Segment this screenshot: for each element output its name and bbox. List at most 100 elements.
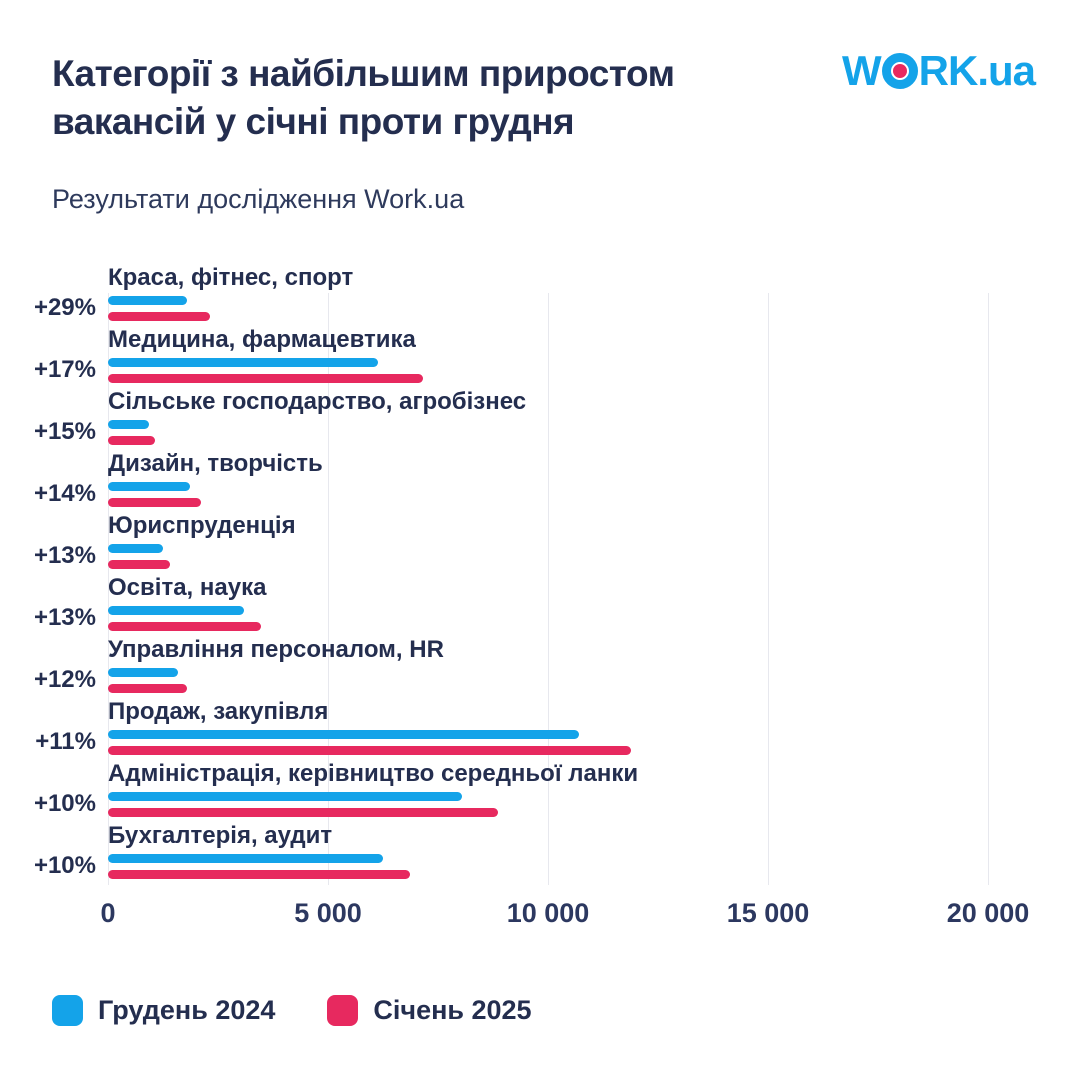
growth-label: +15% (33, 418, 96, 445)
x-axis-tick: 20 000 (946, 898, 1030, 928)
chart-row: Юриспруденція +13% (0, 511, 1080, 573)
growth-label: +13% (33, 542, 96, 569)
category-label: Бухгалтерія, аудит (108, 822, 333, 849)
gridline (108, 293, 109, 885)
title-block: Категорії з найбільшим приростом вакансі… (52, 50, 675, 215)
bar-january-2025 (108, 807, 498, 817)
bar-pair (108, 791, 1080, 817)
chart-row: Освіта, наука +13% (0, 573, 1080, 635)
category-label: Продаж, закупівля (108, 698, 329, 725)
legend-item: Грудень 2024 (52, 995, 275, 1026)
logo-o-dot-icon (892, 64, 907, 78)
bar-january-2025 (108, 621, 262, 631)
growth-label: +14% (33, 480, 96, 507)
x-axis-tick: 15 000 (726, 898, 810, 928)
bar-pair (108, 481, 1080, 507)
page-title-line2: вакансій у січні проти грудня (52, 101, 575, 142)
bar-january-2025 (108, 373, 424, 383)
chart-row: Дизайн, творчість +14% (0, 449, 1080, 511)
bar-area: +29% (0, 293, 1080, 323)
chart-row: Управління персоналом, HR +12% (0, 635, 1080, 697)
legend-swatch (327, 995, 359, 1026)
bar-area: +14% (0, 479, 1080, 509)
bar-december-2024 (108, 605, 244, 615)
bar-december-2024 (108, 419, 149, 429)
chart-row: Продаж, закупівля +11% (0, 697, 1080, 759)
bar-december-2024 (108, 295, 188, 305)
bar-january-2025 (108, 869, 411, 879)
bar-december-2024 (108, 481, 190, 491)
x-axis-tick: 10 000 (506, 898, 590, 928)
page-title: Категорії з найбільшим приростом вакансі… (52, 50, 675, 146)
bar-pair (108, 295, 1080, 321)
category-label: Краса, фітнес, спорт (108, 264, 354, 291)
growth-label: +17% (33, 356, 96, 383)
bar-january-2025 (108, 559, 170, 569)
chart-row: Медицина, фармацевтика +17% (0, 325, 1080, 387)
bar-pair (108, 419, 1080, 445)
chart-row: Бухгалтерія, аудит +10% (0, 821, 1080, 883)
gridlines (0, 293, 1080, 885)
bar-january-2025 (108, 683, 187, 693)
category-label: Освіта, наука (108, 574, 267, 601)
bar-december-2024 (108, 357, 378, 367)
bar-area: +17% (0, 355, 1080, 385)
bar-chart: Краса, фітнес, спорт +29% Медицина, фармац… (0, 263, 1080, 885)
bar-area: +11% (0, 727, 1080, 757)
page-title-line1: Категорії з найбільшим приростом (52, 53, 675, 94)
growth-label: +11% (35, 728, 96, 755)
bar-pair (108, 543, 1080, 569)
chart-rows: Краса, фітнес, спорт +29% Медицина, фармац… (0, 263, 1080, 883)
chart-row: Адміністрація, керівництво середньої лан… (0, 759, 1080, 821)
growth-label: +13% (33, 604, 96, 631)
gridline (548, 293, 549, 885)
legend: Грудень 2024 Січень 2025 (52, 995, 532, 1026)
bar-december-2024 (108, 791, 463, 801)
bar-pair (108, 357, 1080, 383)
growth-label: +29% (33, 294, 96, 321)
gridline (328, 293, 329, 885)
x-axis: 0 5 000 10 000 15 000 20 000 (0, 898, 1080, 938)
bar-area: +13% (0, 603, 1080, 633)
category-label: Сільське господарство, агробізнес (108, 388, 527, 415)
x-axis-tick: 0 (100, 898, 116, 928)
workua-logo: W RK .ua (841, 47, 1036, 94)
growth-label: +10% (33, 852, 96, 879)
bar-december-2024 (108, 543, 163, 553)
bar-january-2025 (108, 311, 211, 321)
chart-row: Сільське господарство, агробізнес +15% (0, 387, 1080, 449)
legend-label: Січень 2025 (373, 995, 532, 1025)
category-label: Медицина, фармацевтика (108, 326, 416, 353)
header: Категорії з найбільшим приростом вакансі… (52, 47, 1036, 215)
logo-o-icon (881, 53, 918, 89)
bar-january-2025 (108, 435, 156, 445)
bar-pair (108, 667, 1080, 693)
bar-january-2025 (108, 497, 202, 507)
x-axis-tick: 5 000 (294, 898, 362, 928)
category-label: Юриспруденція (108, 512, 296, 539)
logo-text-w: W (841, 47, 882, 94)
legend-item: Січень 2025 (327, 995, 532, 1026)
legend-swatch (52, 995, 83, 1026)
bar-pair (108, 853, 1080, 879)
bar-pair (108, 605, 1080, 631)
bar-area: +12% (0, 665, 1080, 695)
logo-text-ua: .ua (977, 47, 1036, 94)
bar-december-2024 (108, 853, 383, 863)
logo-text-rk: RK (918, 47, 979, 94)
chart-row: Краса, фітнес, спорт +29% (0, 263, 1080, 325)
bar-area: +15% (0, 417, 1080, 447)
bar-december-2024 (108, 729, 579, 739)
category-label: Дизайн, творчість (108, 450, 323, 477)
growth-label: +10% (33, 790, 96, 817)
gridline (768, 293, 769, 885)
bar-pair (108, 729, 1080, 755)
category-label: Адміністрація, керівництво середньої лан… (108, 760, 639, 787)
page-subtitle: Результати дослідження Work.ua (52, 184, 465, 214)
growth-label: +12% (33, 666, 96, 693)
bar-area: +10% (0, 789, 1080, 819)
bar-area: +13% (0, 541, 1080, 571)
category-label: Управління персоналом, HR (108, 636, 444, 663)
bar-area: +10% (0, 851, 1080, 881)
